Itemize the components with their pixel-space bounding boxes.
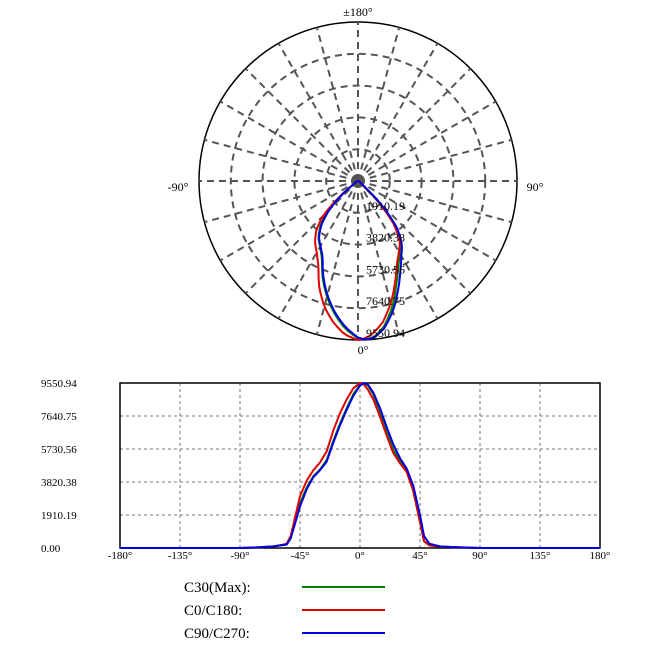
polar-grid-spoke <box>204 180 359 224</box>
polar-series-group <box>314 180 403 341</box>
cartesian-series-group <box>120 382 600 549</box>
polar-chart: 1910.19 3820.38 5730.56 7640.75 9550.94 ±180… <box>168 5 544 357</box>
polar-grid-spoke <box>357 100 497 182</box>
x-tick-label: -90° <box>230 550 249 562</box>
legend-label: C90/C270: <box>184 626 250 642</box>
polar-grid <box>198 21 518 341</box>
polar-radial-label: 5730.56 <box>366 262 405 276</box>
polar-grid-circle <box>261 84 455 278</box>
polar-angle-label-left: -90° <box>168 180 189 194</box>
y-tick-label: 7640.75 <box>41 411 77 423</box>
polar-grid-spoke <box>277 180 359 320</box>
polar-grid-spoke <box>244 180 359 295</box>
polar-grid-spoke <box>357 42 439 182</box>
cartesian-tick-labels: -180° -135° -90° -45° 0° 45° 90° 135° 180° 0.00 19… <box>41 378 610 562</box>
x-tick-label: 0° <box>355 550 365 562</box>
polar-angle-label-bottom: 0° <box>358 343 369 357</box>
x-tick-label: 45° <box>412 550 427 562</box>
y-tick-label: 1910.19 <box>41 510 77 522</box>
polar-grid-circle <box>325 148 391 214</box>
polar-radial-label: 1910.19 <box>366 199 405 213</box>
polar-angle-label-top: ±180° <box>343 5 373 19</box>
legend-label: C0/C180: <box>184 603 242 619</box>
x-tick-label: -45° <box>290 550 309 562</box>
polar-grid-spoke <box>357 138 512 182</box>
polar-grid-circle <box>229 52 487 310</box>
cartesian-grid <box>119 382 601 549</box>
polar-series-line-2 <box>318 180 403 341</box>
x-tick-label: -180° <box>108 550 133 562</box>
polar-grid-spoke <box>277 42 359 182</box>
y-tick-label: 3820.38 <box>41 477 77 489</box>
polar-grid-spoke <box>219 100 359 182</box>
polar-grid-spoke <box>357 180 497 262</box>
x-tick-label: -135° <box>168 550 193 562</box>
polar-grid-spoke <box>357 180 512 224</box>
polar-radial-label: 7640.75 <box>366 294 405 308</box>
x-tick-label: 135° <box>530 550 551 562</box>
y-tick-label: 5730.56 <box>41 444 77 456</box>
polar-radial-label: 9550.94 <box>366 326 405 340</box>
cartesian-series-line-2 <box>120 382 600 549</box>
y-tick-label: 0.00 <box>41 543 61 555</box>
polar-grid-spoke <box>357 67 472 182</box>
polar-grid-spoke <box>315 27 359 182</box>
polar-grid-spoke <box>357 27 401 182</box>
polar-grid-spoke <box>357 180 439 320</box>
polar-grid-spoke <box>219 180 359 262</box>
cartesian-chart: -180° -135° -90° -45° 0° 45° 90° 135° 180° 0.00 19… <box>41 378 610 562</box>
x-tick-label: 180° <box>590 550 611 562</box>
polar-radial-label: 3820.38 <box>366 231 405 245</box>
polar-radial-labels: 1910.19 3820.38 5730.56 7640.75 9550.94 <box>366 199 405 340</box>
polar-angle-label-right: 90° <box>527 180 544 194</box>
y-tick-label: 9550.94 <box>41 378 77 390</box>
polar-grid-spoke <box>244 67 359 182</box>
polar-grid-spoke <box>204 138 359 182</box>
polar-grid-spoke <box>315 180 359 335</box>
legend: C30(Max): C0/C180: C90/C270: <box>184 580 385 642</box>
legend-label: C30(Max): <box>184 580 251 596</box>
x-tick-label: 90° <box>472 550 487 562</box>
